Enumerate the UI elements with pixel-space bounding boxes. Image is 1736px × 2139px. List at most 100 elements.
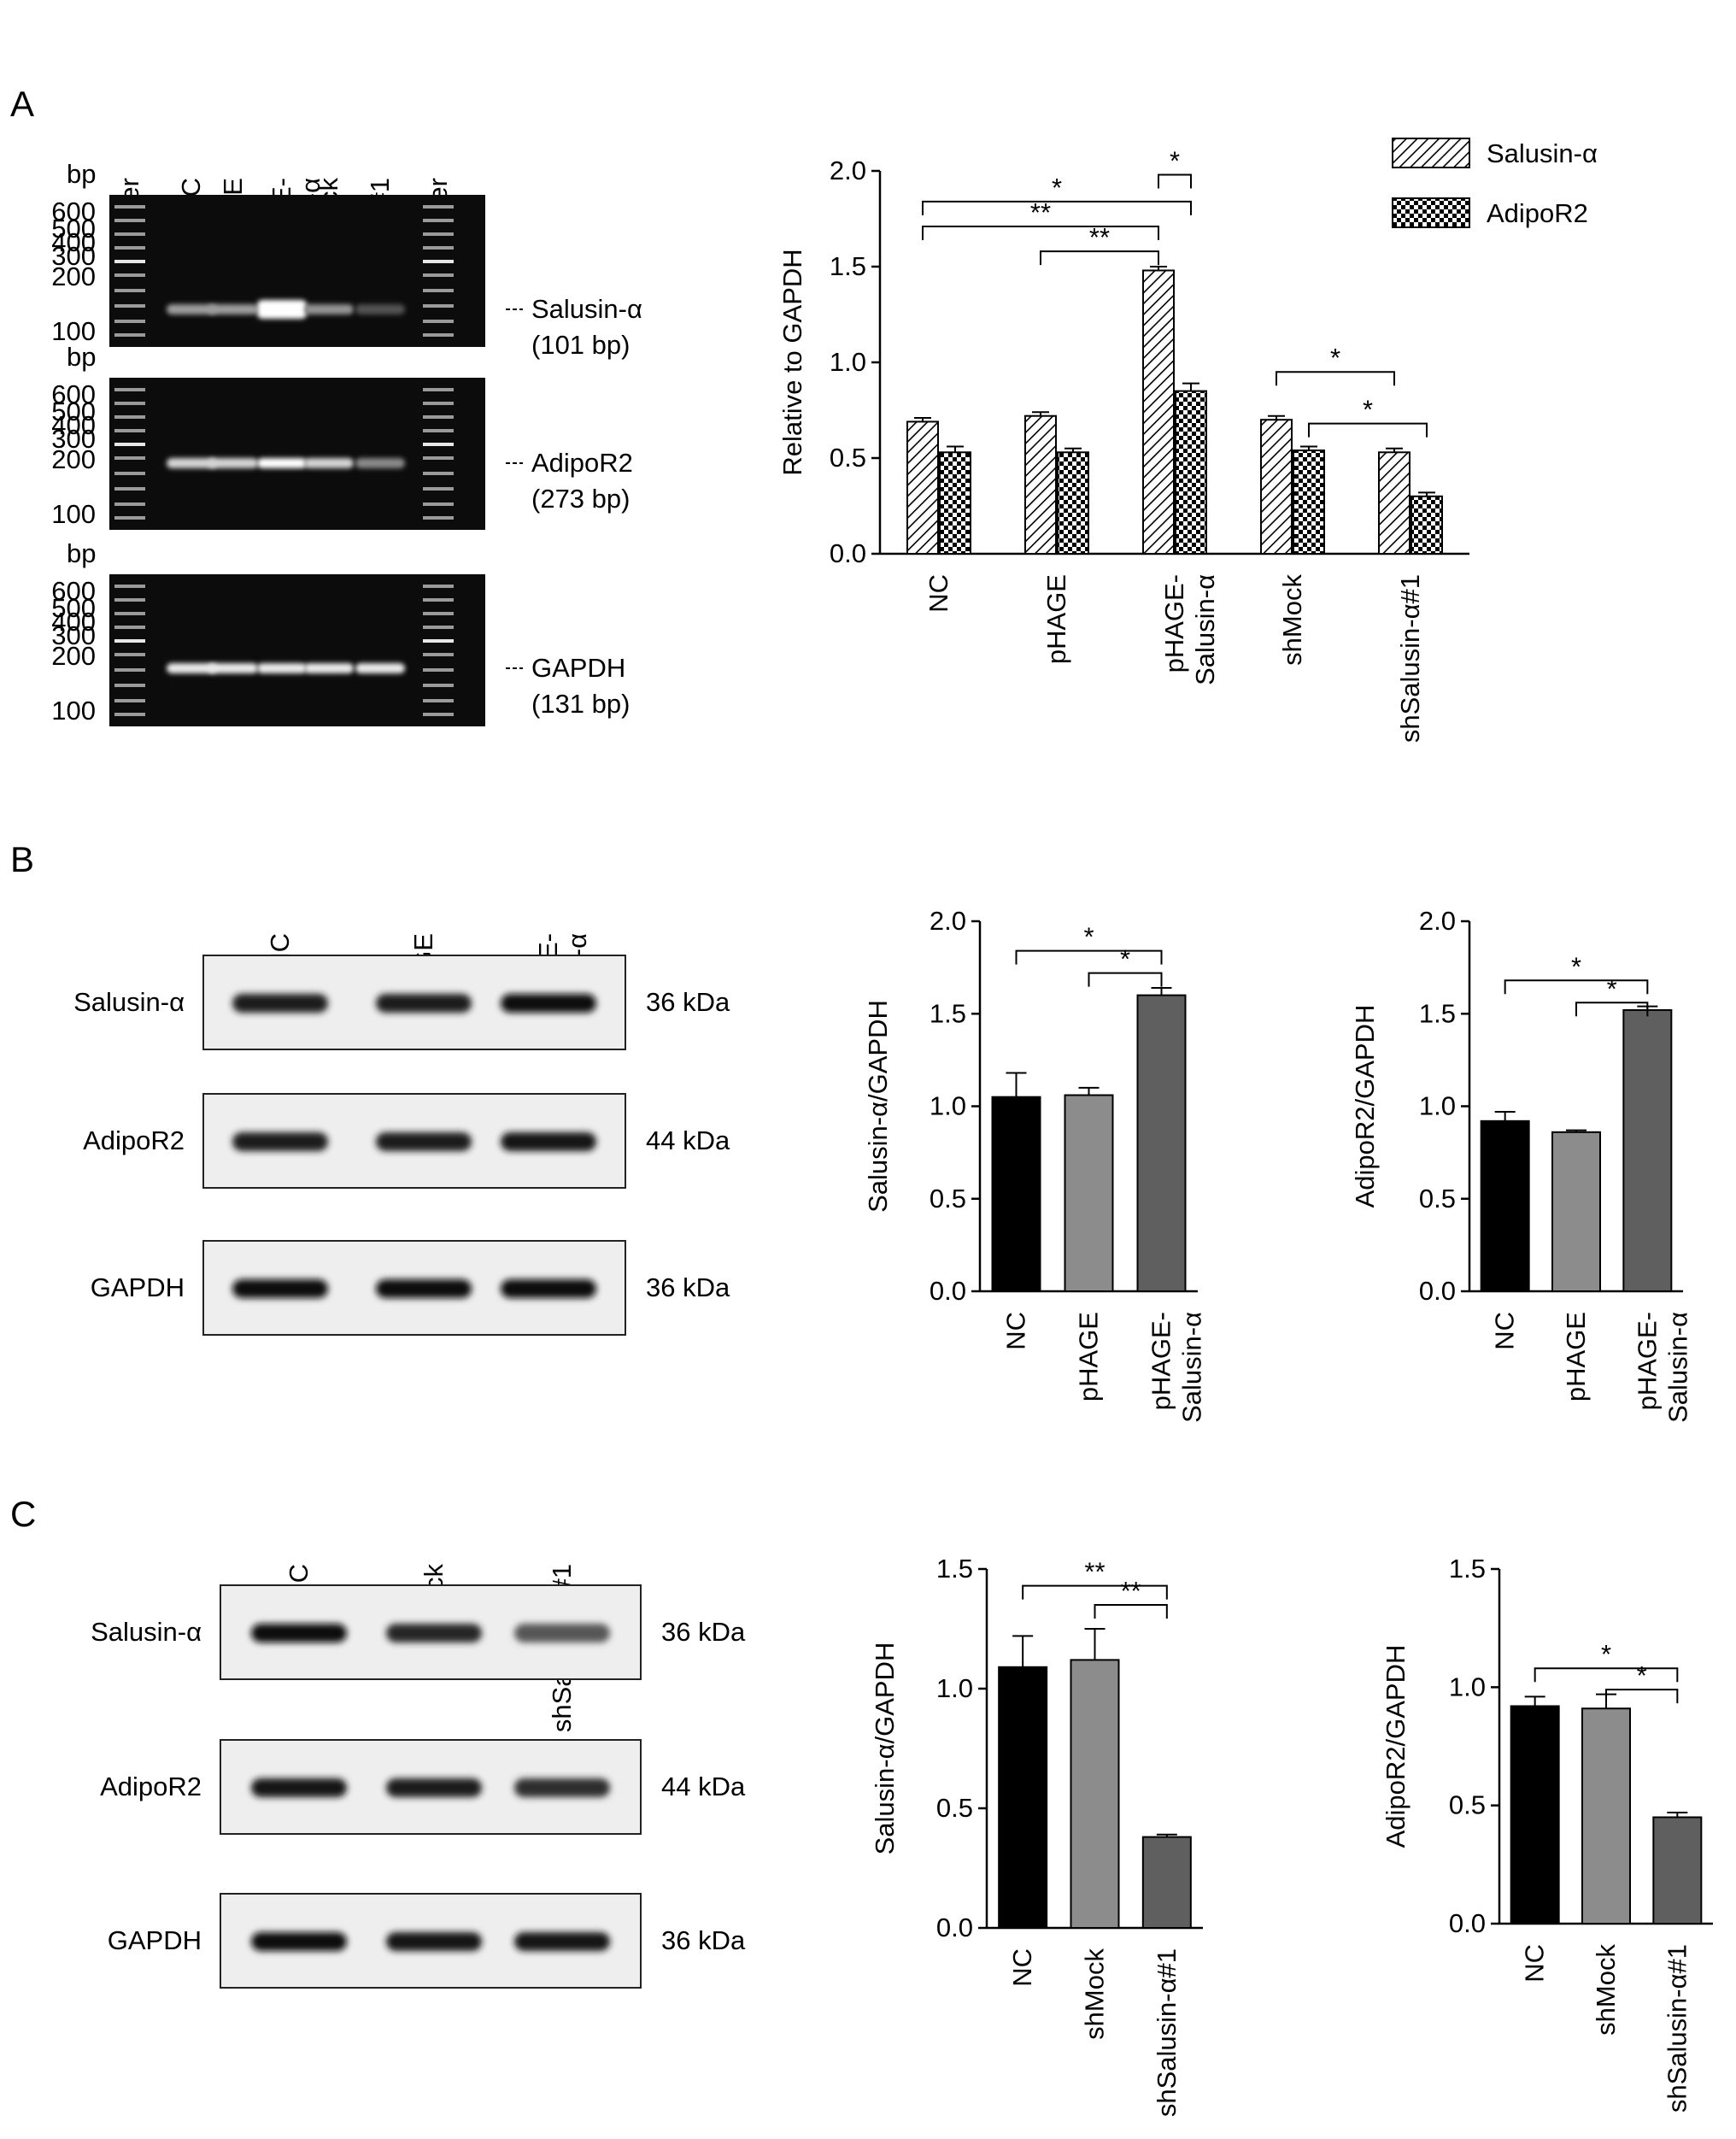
y-tick-label: 1.5 xyxy=(930,998,966,1028)
blot-kda-label: 36 kDa xyxy=(646,1272,730,1302)
ladder-band xyxy=(423,388,454,391)
ladder-band xyxy=(114,260,145,263)
y-tick-label: 0.0 xyxy=(1449,1908,1486,1938)
blot-band xyxy=(501,1279,596,1298)
ladder-band xyxy=(423,205,454,209)
significance-label: ** xyxy=(1089,222,1110,252)
y-tick-label: 1.0 xyxy=(830,347,866,377)
blot-protein-label: AdipoR2 xyxy=(83,1125,185,1155)
y-axis-title: Salusin-α/GAPDH xyxy=(863,1000,893,1213)
ladder-label: 100 xyxy=(51,316,96,346)
bar xyxy=(1652,1816,1703,1925)
x-tick-label: NC xyxy=(1490,1312,1520,1350)
bar xyxy=(1064,1094,1114,1293)
y-tick-label: 0.5 xyxy=(1419,1184,1456,1213)
x-tick-label: pHAGE xyxy=(1074,1312,1104,1402)
ladder-band xyxy=(114,585,145,588)
ladder-band xyxy=(423,260,454,263)
gel-band xyxy=(304,304,354,314)
ladder-band xyxy=(423,219,454,222)
band-size: (131 bp) xyxy=(531,689,630,719)
band-size: (273 bp) xyxy=(531,484,630,514)
significance-label: * xyxy=(1637,1660,1647,1690)
gel-band xyxy=(257,663,307,673)
ladder-band xyxy=(423,273,454,277)
ladder-band xyxy=(114,626,145,629)
bar xyxy=(1260,419,1293,555)
bar xyxy=(1378,451,1410,555)
blot-band xyxy=(514,1932,610,1951)
gel-band xyxy=(355,458,405,468)
blot-kda-label: 44 kDa xyxy=(646,1125,730,1155)
significance-label: * xyxy=(1120,944,1130,974)
ladder-label: 300 xyxy=(51,424,96,454)
ladder-band xyxy=(114,273,145,277)
panel-b-adipor2-chart: 0.0 0.5 1.0 1.5 2.0 AdipoR2/GAPDH NC pHAGE pHAGE… xyxy=(1350,906,1692,1423)
gel-image xyxy=(109,378,485,530)
ladder-band xyxy=(114,443,145,446)
y-tick-label: 1.5 xyxy=(936,1554,973,1584)
bar xyxy=(906,420,939,555)
x-tick-label: pHAGE xyxy=(1561,1312,1591,1402)
significance-bracket xyxy=(1534,1667,1679,1683)
ladder-band xyxy=(423,585,454,588)
bar xyxy=(991,1096,1041,1293)
bar xyxy=(1622,1008,1673,1293)
y-tick-label: 1.5 xyxy=(830,251,866,281)
ladder-label: 100 xyxy=(51,499,96,529)
ladder-label: 200 xyxy=(51,641,96,671)
panel-a-chart: 0.0 0.5 1.0 1.5 2.0 Relative to GAPDH NC pHAGE p… xyxy=(777,138,1598,743)
legend-entry: AdipoR2 xyxy=(1487,198,1588,228)
ladder-band xyxy=(114,502,145,506)
significance-bracket xyxy=(1094,1604,1168,1619)
blot-band xyxy=(501,994,596,1013)
ladder-band xyxy=(114,320,145,323)
panel-label-b: B xyxy=(10,839,34,879)
ladder-band xyxy=(423,612,454,615)
blot-kda-label: 36 kDa xyxy=(661,1617,746,1647)
blot-protein-label: GAPDH xyxy=(108,1925,202,1955)
significance-bracket xyxy=(1605,1689,1679,1704)
gel-band xyxy=(208,663,258,673)
ladder-label: 300 xyxy=(51,620,96,650)
ladder-band xyxy=(423,639,454,643)
bp-unit-label: bp xyxy=(67,159,96,189)
x-tick-label: shSalusin-α#1 xyxy=(1152,1948,1182,2117)
significance-bracket xyxy=(1022,1584,1168,1600)
ladder-band xyxy=(114,429,145,432)
ladder-band xyxy=(114,487,145,491)
ladder-band xyxy=(114,598,145,602)
y-tick-label: 2.0 xyxy=(830,156,866,185)
band-name: Salusin-α xyxy=(531,294,642,324)
legend-swatch xyxy=(1392,197,1470,228)
gel-band xyxy=(167,663,216,673)
significance-bracket xyxy=(1015,949,1163,965)
ladder-label: 500 xyxy=(51,214,96,244)
bar xyxy=(1141,1836,1192,1930)
significance-label: * xyxy=(1607,973,1617,1003)
significance-bracket xyxy=(1040,250,1159,266)
blot-1: AdipoR2 44 kDa xyxy=(100,1739,746,1835)
significance-label: ** xyxy=(1084,1557,1105,1587)
ladder-label: 300 xyxy=(51,241,96,271)
significance-label: * xyxy=(1083,922,1094,952)
band-size: (101 bp) xyxy=(531,330,630,360)
blot-band xyxy=(376,994,472,1013)
ladder-band xyxy=(114,684,145,687)
ladder-band xyxy=(423,443,454,446)
blot-0: Salusin-α 36 kDa xyxy=(91,1584,746,1680)
bp-unit-label: bp xyxy=(67,342,96,372)
significance-bracket xyxy=(1504,979,1649,995)
x-tick-label: shMock xyxy=(1277,574,1307,666)
blot-1: AdipoR2 44 kDa xyxy=(83,1093,730,1189)
blot-band xyxy=(251,1778,347,1797)
significance-bracket xyxy=(1088,972,1163,987)
x-tick-label: pHAGE-Salusin-α xyxy=(1147,1312,1207,1423)
bar xyxy=(1070,1659,1120,1930)
ladder-label: 200 xyxy=(51,261,96,291)
y-tick-label: 0.0 xyxy=(936,1913,973,1942)
bar xyxy=(1410,495,1443,555)
